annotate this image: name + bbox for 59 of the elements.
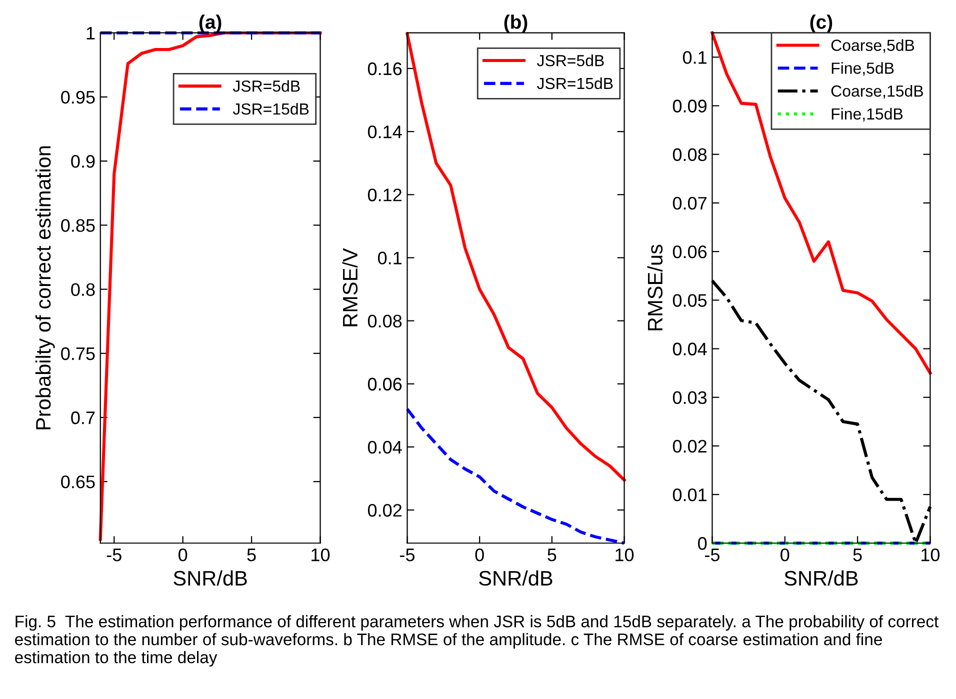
y-tick-label: 0.75 bbox=[61, 347, 95, 360]
line-series bbox=[98, 31, 322, 541]
legend-label: JSR=15dB bbox=[536, 77, 613, 90]
x-axis-title: SNR/dB bbox=[174, 570, 247, 586]
y-tick-label: 0.02 bbox=[672, 440, 706, 453]
y-axis-title: RMSE/V bbox=[342, 248, 358, 326]
x-tick-label: 5 bbox=[247, 548, 256, 562]
x-tick-label: -5 bbox=[704, 548, 720, 562]
x-tick-label: 0 bbox=[475, 548, 484, 562]
x-tick-label: -5 bbox=[400, 548, 415, 562]
caption: Fig. 5 The estimation performance of different parameters when JSR is 5dB and 15dB separately. a The probability of correct estimation to the number of sub-waveforms. b The RMSE of the amplitude. c The RMSE of coarse estimation and fine estimation to the time delay bbox=[15, 615, 939, 667]
y-axis-title: Probabilty of correct estimation bbox=[35, 146, 55, 430]
y-tick-label: 0.8 bbox=[71, 283, 95, 296]
legend-label: JSR=15dB bbox=[232, 102, 309, 115]
y-tick-label: 0.7 bbox=[71, 411, 95, 424]
y-tick-label: 0.08 bbox=[672, 148, 707, 162]
y-tick-label: 0.05 bbox=[672, 294, 707, 307]
legend-label: Fine,15dB bbox=[832, 108, 903, 122]
x-tick-label: -5 bbox=[106, 548, 122, 562]
y-tick-label: 0.03 bbox=[672, 391, 707, 404]
y-tick-label: 0.95 bbox=[61, 90, 95, 104]
y-tick-label: 0.04 bbox=[672, 342, 707, 356]
legend-label: Fine,5dB bbox=[832, 62, 894, 76]
chart-title: (a) bbox=[199, 14, 222, 33]
legend-label: JSR=5dB bbox=[536, 54, 604, 66]
x-tick-label: 5 bbox=[853, 548, 862, 562]
y-tick-label: 0 bbox=[698, 537, 707, 550]
x-tick-label: 0 bbox=[178, 548, 188, 562]
legend-label: Coarse,15dB bbox=[831, 84, 923, 99]
legend-label: Coarse,5dB bbox=[831, 39, 914, 53]
y-tick-label: 0.85 bbox=[61, 219, 95, 232]
x-axis-title: SNR/dB bbox=[479, 570, 552, 586]
y-tick-label: 0.04 bbox=[368, 440, 402, 454]
legend-label: JSR=5dB bbox=[232, 80, 300, 92]
y-tick-label: 1 bbox=[86, 26, 95, 40]
y-tick-label: 0.09 bbox=[672, 100, 707, 112]
y-tick-label: 0.06 bbox=[672, 245, 707, 258]
y-tick-label: 0.08 bbox=[368, 314, 402, 328]
chart-title: (c) bbox=[810, 14, 832, 33]
x-axis-title: SNR/dB bbox=[784, 570, 858, 586]
x-tick-label: 5 bbox=[548, 548, 556, 562]
y-tick-label: 0.1 bbox=[682, 51, 706, 64]
x-tick-label: 0 bbox=[780, 548, 790, 562]
chart-title: (b) bbox=[504, 14, 528, 33]
y-tick-label: 0.07 bbox=[672, 196, 706, 210]
y-axis-title: RMSE/us bbox=[647, 244, 663, 330]
line-series bbox=[406, 32, 626, 482]
y-tick-label: 0.12 bbox=[368, 188, 402, 202]
y-tick-label: 0.14 bbox=[368, 126, 402, 138]
y-tick-label: 0.02 bbox=[368, 504, 402, 517]
y-tick-label: 0.06 bbox=[368, 378, 402, 391]
x-tick-label: 10 bbox=[922, 548, 940, 562]
x-tick-label: 10 bbox=[312, 548, 330, 562]
y-tick-label: 0.01 bbox=[672, 488, 706, 502]
y-tick-label: 0.1 bbox=[378, 252, 402, 264]
y-tick-label: 0.9 bbox=[71, 154, 95, 168]
x-tick-label: 10 bbox=[616, 548, 634, 562]
y-tick-label: 0.16 bbox=[368, 62, 402, 76]
y-tick-label: 0.65 bbox=[61, 476, 95, 488]
